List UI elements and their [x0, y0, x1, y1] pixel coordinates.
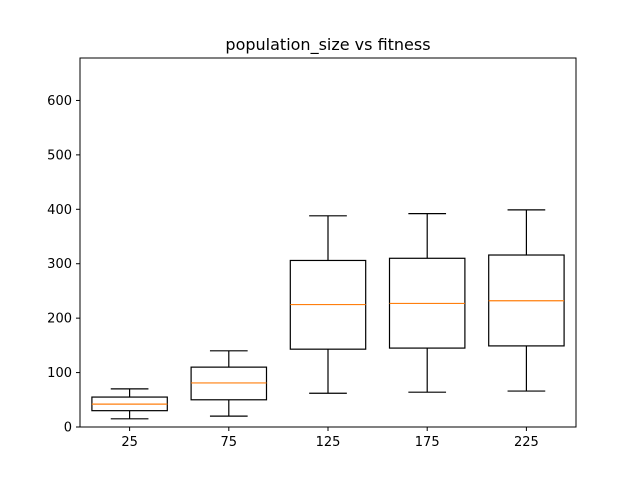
chart-title: population_size vs fitness [225, 35, 430, 55]
x-tick-label: 25 [121, 435, 138, 450]
x-tick-label: 225 [514, 435, 539, 450]
box-group-125 [289, 215, 367, 394]
y-tick-label: 300 [47, 257, 72, 272]
y-tick-label: 600 [47, 94, 72, 109]
box-group-75 [190, 350, 268, 417]
x-tick-label: 125 [316, 435, 341, 450]
plot-area [91, 209, 565, 420]
box-group-225 [488, 209, 565, 392]
y-tick-label: 100 [47, 366, 72, 381]
axes: 0 100 200 300 400 500 600 25 75 125 175 225 [47, 57, 577, 450]
y-tick-label: 200 [47, 312, 72, 327]
box-group-25 [91, 388, 168, 420]
x-tick-label: 175 [415, 435, 440, 450]
y-tick-label: 0 [64, 421, 72, 436]
y-tick-label: 500 [47, 148, 72, 163]
box-group-175 [388, 213, 466, 393]
y-tick-label: 400 [47, 203, 72, 218]
x-tick-label: 75 [221, 435, 238, 450]
